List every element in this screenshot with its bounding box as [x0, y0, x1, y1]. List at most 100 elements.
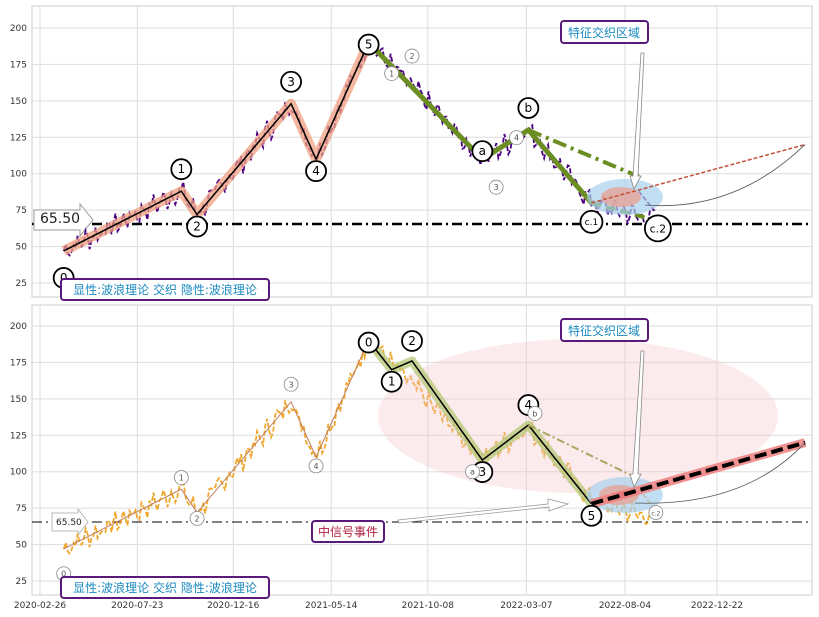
legend-box — [60, 278, 270, 301]
wave-label: 4 — [312, 164, 320, 178]
y-tick-label: 50 — [16, 243, 28, 253]
minor-label: c.2 — [651, 511, 660, 518]
baseline-arrow — [51, 507, 89, 537]
wave-label-circle — [170, 158, 193, 181]
minor-label: 0 — [61, 570, 66, 579]
y-tick-label: 175 — [10, 60, 27, 70]
y-tick-label: 125 — [10, 431, 27, 441]
correction-line — [366, 40, 594, 205]
wave-label-circle — [305, 160, 327, 183]
wave-label: c.2 — [650, 222, 667, 235]
zone-label: 特征交织区域 — [568, 323, 640, 338]
zone-label: 特征交织区域 — [568, 25, 640, 40]
wave-label-circle — [579, 209, 604, 234]
price-series — [62, 339, 656, 555]
minor-label-circle — [404, 48, 420, 64]
minor-label: 2 — [409, 52, 414, 61]
wave-label-circle — [471, 140, 494, 163]
minor-label-circle — [283, 376, 299, 392]
minor-label-circle — [648, 505, 664, 520]
y-tick-label: 100 — [10, 170, 27, 180]
x-tick-label: 2021-05-14 — [305, 601, 358, 611]
zone-ellipse-inner — [600, 187, 641, 208]
wave-label: c.1 — [585, 218, 599, 228]
wave-label: 2 — [193, 220, 201, 234]
y-tick-label: 175 — [10, 358, 27, 368]
projection-line — [590, 440, 806, 506]
minor-label-circle — [173, 470, 189, 485]
wave-label-circle — [380, 370, 403, 393]
minor-label: 2 — [195, 514, 200, 523]
projection-line — [591, 143, 806, 204]
minor-label: a — [470, 468, 475, 477]
wave-label-circle — [186, 215, 208, 238]
minor-label-circle — [488, 179, 504, 195]
wave-label: 2 — [408, 334, 416, 348]
top-panel: 25 50 75 100 125 150 175 200 65.50 0 1 2 3 4 5 a b c.1 c.2… — [10, 5, 813, 301]
minor-label-circle — [509, 130, 524, 146]
wave-label-circle — [643, 214, 672, 243]
baseline-label: 65.50 — [40, 211, 80, 227]
impulse-line — [63, 42, 370, 252]
y-tick-label: 75 — [16, 504, 27, 514]
bottom-panel: 25507510012515017520065.5001234501234abc… — [10, 304, 813, 611]
wave-label: 3 — [287, 75, 295, 89]
x-tick-label: 2022-03-07 — [500, 601, 552, 611]
wave-label: 5 — [365, 38, 373, 52]
y-tick-label: 200 — [10, 24, 27, 34]
y-tick-label: 75 — [16, 206, 27, 216]
x-tick-label: 2020-07-23 — [111, 601, 163, 611]
zone-label-box — [560, 20, 649, 44]
wave-label-circle — [357, 33, 380, 56]
minor-label-circle — [465, 464, 480, 480]
impulse-line — [368, 340, 593, 505]
legend-label: 显性:波浪理论 交织 隐性:波浪理论 — [73, 580, 257, 595]
wave-label-circle — [401, 330, 423, 352]
alt-projection — [527, 424, 640, 480]
legend-box — [60, 576, 270, 599]
x-tick-label: 2022-08-04 — [599, 601, 652, 611]
minor-label: b — [532, 409, 537, 418]
y-tick-label: 200 — [10, 322, 27, 332]
wave-label: a — [479, 144, 486, 158]
event-label: 中信号事件 — [318, 524, 378, 539]
y-tick-label: 50 — [16, 541, 28, 551]
legend-label: 显性:波浪理论 交织 隐性:波浪理论 — [73, 282, 257, 297]
event-box — [311, 520, 385, 543]
minor-label: 4 — [514, 134, 519, 143]
wave-label: 1 — [177, 162, 185, 176]
wave-label-circle — [357, 331, 380, 354]
wave-label-circle — [280, 70, 302, 93]
wave-label: 3 — [479, 465, 487, 479]
minor-label: 1 — [389, 70, 394, 79]
minor-label-circle — [527, 406, 543, 421]
minor-label-circle — [308, 458, 324, 474]
baseline-label: 65.50 — [56, 518, 82, 528]
y-tick-label: 25 — [16, 577, 27, 587]
plot-frame — [31, 5, 813, 298]
wave-label: 0 — [365, 336, 373, 350]
wave-label-circle — [580, 504, 603, 527]
wave-label: b — [525, 101, 533, 115]
x-tick-label: 2020-12-16 — [207, 601, 260, 611]
curve-arrow — [634, 442, 806, 504]
x-tick-label: 2021-10-08 — [402, 601, 455, 611]
plot-frame — [31, 304, 813, 596]
zone-arrow — [629, 350, 645, 489]
y-tick-label: 125 — [10, 133, 27, 143]
baseline-arrow — [33, 202, 94, 238]
y-tick-label: 25 — [16, 279, 27, 289]
zone-arrow — [629, 52, 645, 191]
minor-label: 3 — [289, 380, 294, 389]
curve-arrow — [644, 144, 806, 207]
event-arrow — [397, 498, 570, 524]
minor-label: 3 — [494, 183, 499, 192]
minor-label-circle — [384, 66, 400, 81]
x-tick-label: 2022-12-22 — [691, 601, 743, 611]
y-tick-label: 100 — [10, 468, 27, 478]
alt-projection — [527, 128, 640, 179]
x-tick-label: 2020-02-26 — [14, 601, 67, 611]
y-tick-label: 150 — [10, 97, 27, 107]
minor-label-circle — [189, 510, 205, 526]
